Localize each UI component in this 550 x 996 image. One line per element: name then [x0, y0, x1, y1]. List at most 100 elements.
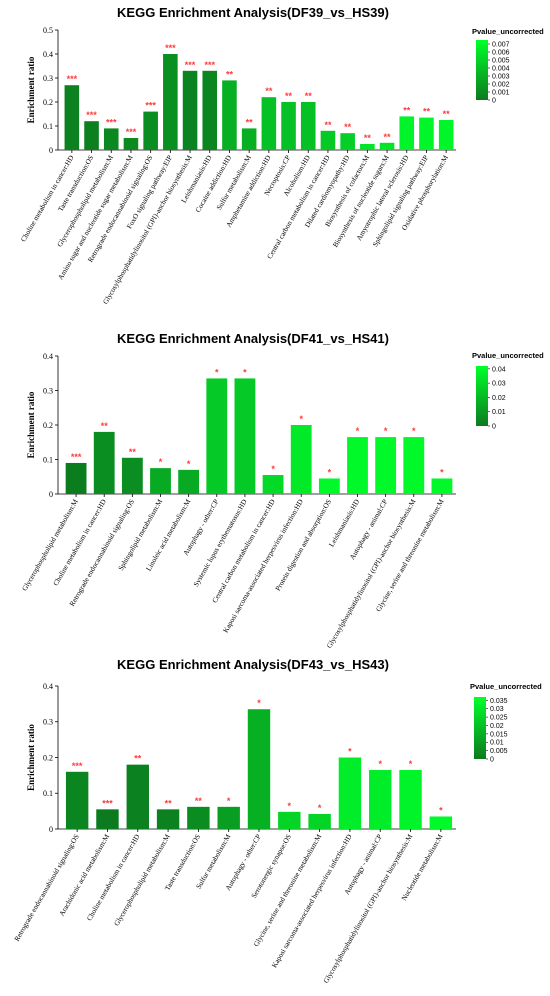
bar — [308, 813, 331, 829]
category-label: Taste transduction:OS — [57, 154, 96, 213]
bar — [234, 378, 256, 494]
bar — [206, 378, 228, 494]
y-tick-label: 0.2 — [43, 753, 53, 762]
bar — [150, 468, 171, 494]
bar — [156, 809, 180, 829]
significance-label: * — [439, 805, 443, 815]
bar — [360, 144, 375, 150]
chart-title: KEGG Enrichment Analysis(DF43_vs_HS43) — [117, 657, 389, 672]
category-label: Cocaine addiction:HD — [194, 154, 233, 214]
legend-tick-label: 0 — [492, 424, 496, 431]
significance-label: *** — [185, 60, 196, 70]
y-tick-label: 0 — [49, 825, 53, 834]
significance-label: ** — [129, 447, 137, 457]
significance-label: * — [257, 698, 261, 708]
bar — [431, 478, 453, 494]
significance-label: ** — [403, 105, 411, 115]
category-label: Amino sugar and nucleotide sugar metabol… — [57, 153, 135, 281]
significance-label: ** — [344, 122, 352, 132]
bar — [278, 811, 301, 829]
legend-title: Pvalue_uncorrected — [472, 351, 544, 360]
legend-tick-label: 0.001 — [492, 90, 510, 97]
y-tick-label: 0.2 — [43, 98, 53, 107]
bar — [399, 116, 415, 150]
chart-title: KEGG Enrichment Analysis(DF41_vs_HS41) — [117, 331, 389, 346]
bar — [96, 809, 119, 829]
significance-label: * — [440, 467, 444, 477]
significance-label: * — [328, 467, 332, 477]
legend-colorbar — [476, 40, 488, 100]
bar — [247, 709, 271, 829]
significance-label: ** — [443, 109, 451, 119]
bar — [178, 469, 200, 494]
bar — [399, 770, 422, 829]
significance-label: *** — [86, 110, 97, 120]
y-tick-label: 0 — [49, 146, 53, 155]
significance-label: ** — [423, 107, 431, 117]
significance-label: * — [356, 426, 360, 436]
significance-label: ** — [265, 86, 273, 96]
legend-tick-label: 0.03 — [490, 706, 504, 713]
significance-label: * — [227, 796, 231, 806]
significance-label: * — [412, 426, 416, 436]
legend-tick-label: 0.02 — [490, 723, 504, 730]
significance-label: * — [384, 426, 388, 436]
significance-label: * — [318, 803, 322, 813]
bar — [126, 764, 149, 829]
y-tick-label: 0.2 — [43, 421, 53, 430]
y-tick-label: 0.3 — [43, 74, 53, 83]
legend-tick-label: 0.003 — [492, 74, 510, 81]
legend-tick-label: 0.02 — [492, 395, 506, 402]
significance-label: * — [159, 457, 163, 467]
significance-label: *** — [204, 60, 215, 70]
legend-colorbar — [476, 366, 488, 426]
significance-label: ** — [195, 796, 203, 806]
y-tick-label: 0.3 — [43, 386, 53, 395]
legend-tick-label: 0.04 — [492, 366, 506, 373]
bar — [375, 437, 397, 494]
significance-label: ** — [101, 421, 109, 431]
significance-label: * — [409, 759, 413, 769]
y-tick-label: 0.1 — [43, 122, 53, 131]
bar — [163, 54, 178, 150]
legend-tick-label: 0.015 — [490, 731, 508, 738]
bar — [438, 120, 454, 150]
category-label: Protein digestion and absorption:OS — [274, 498, 333, 592]
legend-tick-label: 0.007 — [492, 42, 510, 49]
significance-label: *** — [126, 127, 137, 137]
legend-title: Pvalue_uncorrected — [470, 682, 542, 691]
significance-label: ** — [324, 120, 332, 130]
bar — [340, 133, 355, 150]
bar — [281, 102, 296, 150]
bar — [403, 437, 425, 494]
y-axis-label: Enrichment ratio — [26, 56, 36, 123]
bar — [103, 128, 119, 150]
category-label: Glycerophospholipid metabolism:M — [113, 832, 172, 927]
significance-label: ** — [134, 754, 142, 764]
y-tick-label: 0.1 — [43, 455, 53, 464]
significance-label: ** — [285, 91, 293, 101]
bar — [217, 806, 240, 829]
bar — [338, 757, 362, 829]
bar — [429, 816, 453, 829]
bar — [290, 425, 312, 494]
bar — [241, 128, 257, 150]
y-tick-label: 0.4 — [43, 50, 53, 59]
legend-tick-label: 0.004 — [492, 66, 510, 73]
bar — [65, 771, 89, 829]
category-label: Glycerophospholipid metabolism:M — [21, 497, 80, 592]
legend-tick-label: 0.01 — [492, 409, 506, 416]
legend-tick-label: 0.006 — [492, 50, 510, 57]
significance-label: ** — [226, 69, 234, 79]
bar — [202, 70, 218, 150]
category-label: Choline metabolism in cancer:HD — [52, 498, 108, 587]
y-tick-label: 0 — [49, 490, 53, 499]
bar — [123, 138, 139, 150]
bar — [347, 437, 368, 494]
bar — [300, 102, 316, 150]
significance-label: ** — [384, 132, 392, 142]
bar — [84, 121, 99, 150]
significance-label: * — [215, 367, 219, 377]
significance-label: ** — [246, 117, 254, 127]
